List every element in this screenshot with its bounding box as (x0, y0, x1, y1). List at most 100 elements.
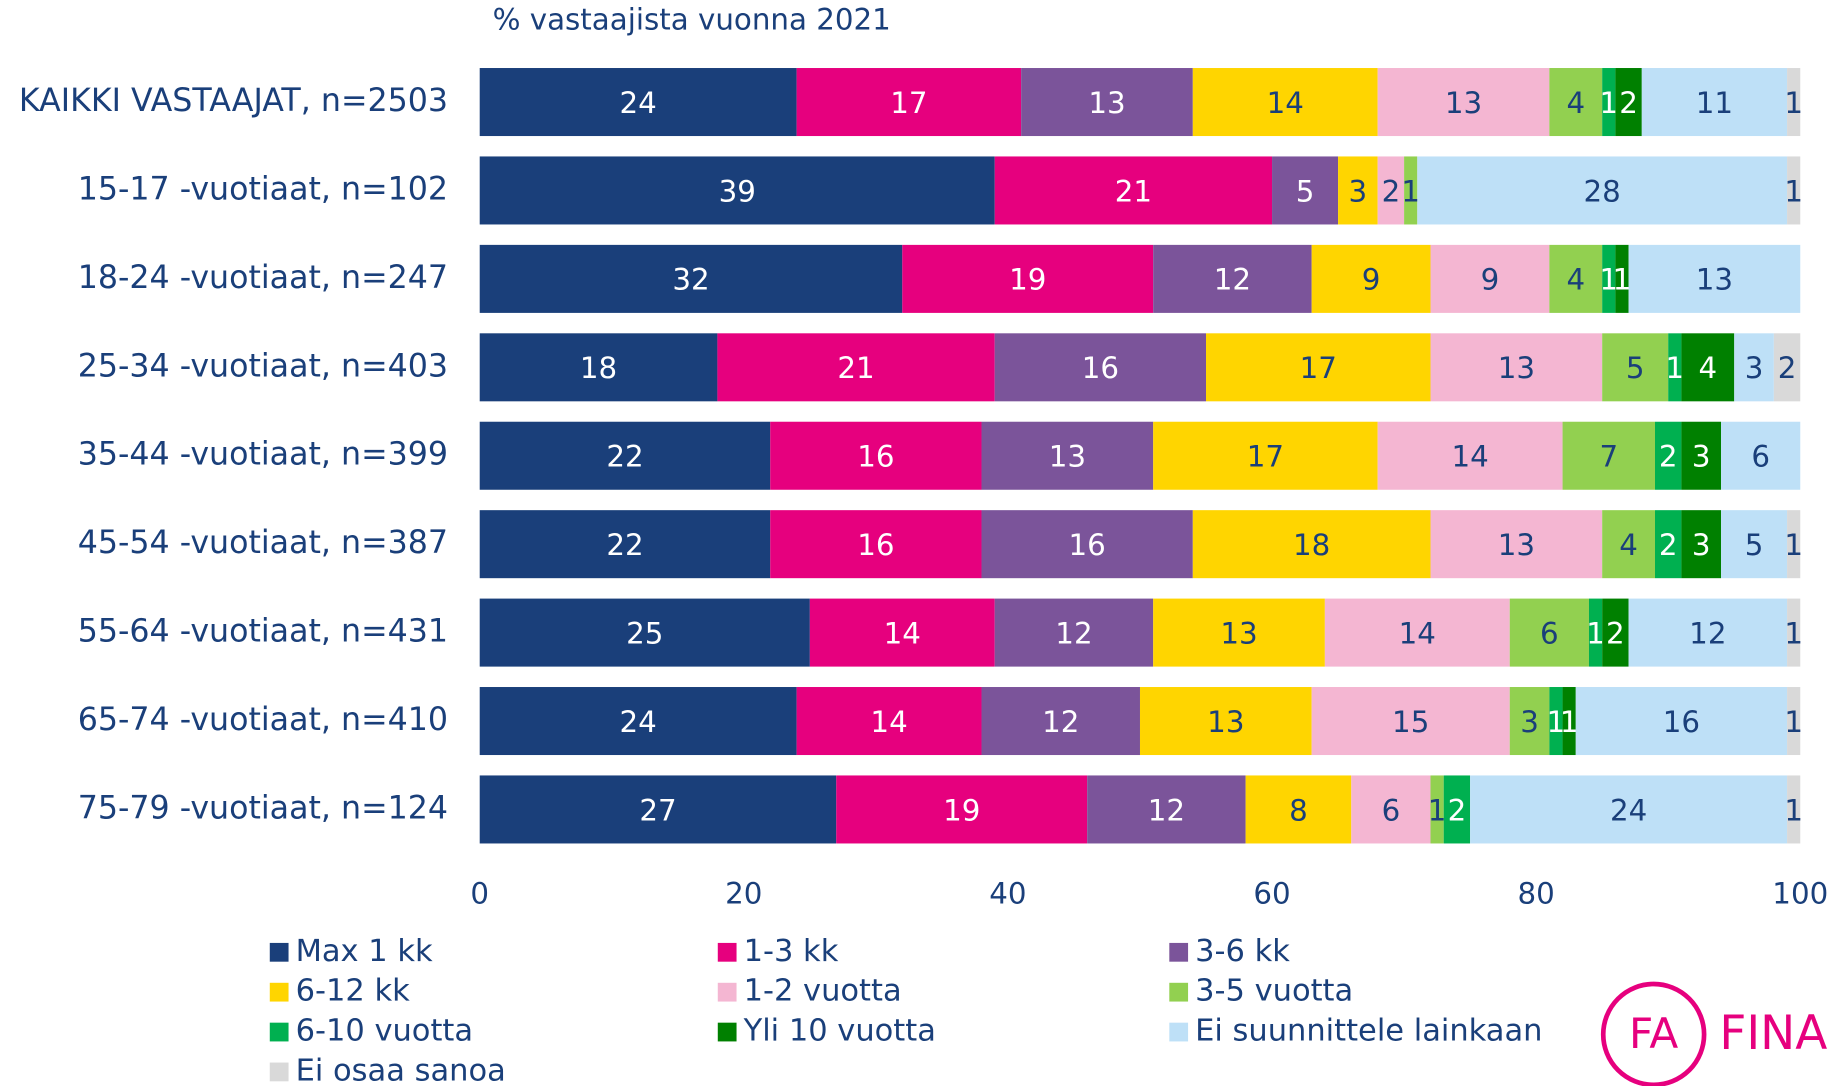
data-label: 17 (890, 86, 927, 120)
logo-circle (1600, 981, 1707, 1086)
bar-segment (1602, 244, 1616, 313)
data-label: 13 (1207, 705, 1244, 739)
data-label: 4 (1566, 263, 1585, 297)
data-label: 13 (1498, 528, 1535, 562)
data-label: 16 (857, 440, 894, 474)
data-label: 13 (1445, 86, 1482, 120)
bar-segment (479, 510, 771, 579)
data-label: 4 (1566, 86, 1585, 120)
data-label: 22 (606, 528, 643, 562)
bar-segment (1628, 598, 1788, 667)
bar-segment (1602, 333, 1669, 402)
bar-segment (1509, 687, 1550, 756)
data-label: 4 (1699, 351, 1718, 385)
x-tick-label: 0 (470, 876, 489, 910)
data-label: 1 (1665, 351, 1684, 385)
data-label: 14 (1267, 86, 1304, 120)
data-label: 1 (1599, 263, 1618, 297)
data-label: 14 (870, 705, 907, 739)
bar-segment (479, 244, 903, 313)
bar-segment (902, 244, 1154, 313)
bar-segment (1641, 68, 1788, 137)
legend-swatch (269, 1022, 289, 1042)
legend-swatch (1169, 982, 1189, 1002)
data-label: 9 (1481, 263, 1500, 297)
bar-segment (1602, 598, 1629, 667)
bar-segment (981, 510, 1193, 579)
bar-segment (1734, 333, 1774, 402)
bar-segment (1430, 510, 1603, 579)
data-label: 4 (1619, 528, 1638, 562)
bar-segment (1087, 775, 1246, 844)
data-label: 18 (1293, 528, 1330, 562)
bar-segment (1311, 244, 1431, 313)
bar-segment (1655, 421, 1682, 490)
legend-label: Ei osaa sanoa (296, 1053, 506, 1086)
data-label: 2 (1659, 528, 1678, 562)
data-label: 12 (1214, 263, 1251, 297)
data-label: 1 (1560, 705, 1579, 739)
bar-segment (1562, 421, 1656, 490)
data-label: 2 (1382, 174, 1401, 208)
x-tick-label: 40 (989, 876, 1026, 910)
bar-segment (1721, 510, 1788, 579)
bar-segment (1615, 244, 1629, 313)
data-label: 24 (1610, 793, 1647, 827)
logo-mark: FA (1629, 1009, 1678, 1058)
bar-segment (1549, 244, 1603, 313)
bar-segment (479, 687, 797, 756)
bar-segment (1681, 510, 1722, 579)
legend-label: 6-12 kk (296, 974, 411, 1009)
data-label: 16 (1069, 528, 1106, 562)
bar-segment (1153, 244, 1312, 313)
subtitle: % vastaajista vuonna 2021 (493, 3, 891, 37)
bar-segment (1562, 687, 1576, 756)
legend-label: Ei suunnittele lainkaan (1195, 1014, 1542, 1049)
legend-swatch (269, 982, 289, 1002)
data-label: 25 (626, 616, 663, 650)
data-label: 18 (580, 351, 617, 385)
data-label: 1 (1599, 86, 1618, 120)
data-label: 24 (620, 705, 657, 739)
y-tick-label: 25-34 -vuotiaat, n=403 (78, 348, 448, 384)
bar-segment (1628, 244, 1801, 313)
x-tick-label: 20 (725, 876, 762, 910)
bar-segment (717, 333, 995, 402)
data-label: 13 (1220, 616, 1257, 650)
bar-segment (1245, 775, 1352, 844)
legend-swatch (269, 942, 289, 962)
bar-segment (1615, 68, 1642, 137)
data-label: 1 (1784, 616, 1803, 650)
bar-segment (1153, 421, 1378, 490)
data-label: 3 (1745, 351, 1764, 385)
logo: FINA (1719, 1006, 1827, 1061)
bar-segment (809, 598, 995, 667)
data-label: 16 (857, 528, 894, 562)
data-label: 13 (1088, 86, 1125, 120)
data-label: 13 (1696, 263, 1733, 297)
data-label: 6 (1382, 793, 1401, 827)
bar-segment (479, 598, 810, 667)
bar-segment (770, 510, 982, 579)
data-label: 14 (1451, 440, 1488, 474)
bar-segment (1443, 775, 1471, 844)
data-label: 11 (1696, 86, 1733, 120)
bar-segment (1338, 156, 1378, 225)
legend-label: Yli 10 vuotta (743, 1014, 936, 1049)
bar-segment (1272, 156, 1339, 225)
bar-segment (836, 775, 1088, 844)
data-label: 8 (1289, 793, 1308, 827)
data-label: 2 (1448, 793, 1467, 827)
bar-segment (479, 68, 797, 137)
data-label: 19 (943, 793, 980, 827)
bar-segment (1668, 333, 1682, 402)
bar-segment (1192, 510, 1431, 579)
bar-segment (1575, 687, 1788, 756)
bar-segment (1021, 68, 1193, 137)
bar-segment (1377, 421, 1563, 490)
data-label: 24 (620, 86, 657, 120)
bar-segment (1206, 333, 1431, 402)
data-label: 12 (1055, 616, 1092, 650)
bar-segment (1192, 68, 1378, 137)
data-label: 3 (1520, 705, 1539, 739)
